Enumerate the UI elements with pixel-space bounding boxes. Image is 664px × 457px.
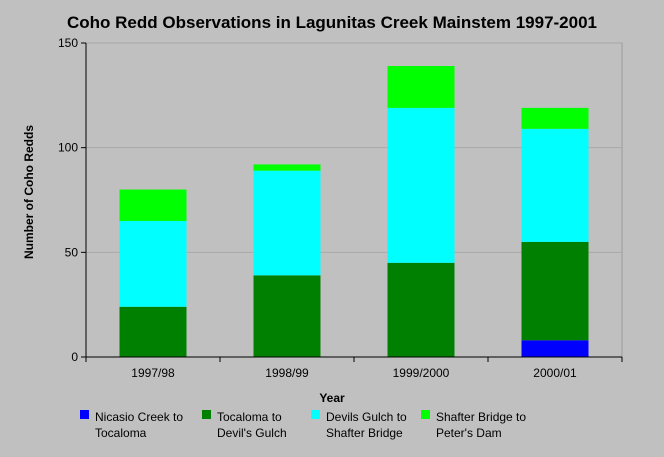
y-tick-label: 100 — [58, 141, 78, 155]
bar-segment — [521, 107, 589, 129]
y-tick-label: 0 — [71, 350, 78, 364]
bar-segment — [119, 306, 187, 357]
bar-segment — [119, 220, 187, 307]
bar-segment — [387, 107, 455, 263]
legend-label: Devils Gulch to — [326, 410, 407, 424]
legend-label: Shafter Bridge to — [436, 410, 526, 424]
y-ticks: 0 50 100 150 — [58, 36, 86, 364]
y-tick-label: 150 — [58, 36, 78, 50]
bar-segment — [119, 189, 187, 221]
y-tick-label: 50 — [65, 245, 79, 259]
legend-label: Devil's Gulch — [217, 426, 287, 440]
bar-segment — [387, 262, 455, 357]
legend-label: Peter's Dam — [436, 426, 502, 440]
bar-segment — [253, 275, 321, 357]
legend-swatch — [311, 410, 320, 419]
legend-label: Tocaloma to — [217, 410, 282, 424]
x-axis-title: Year — [319, 391, 345, 405]
legend: Nicasio Creek to Tocaloma Tocaloma to Devil… — [80, 410, 526, 440]
legend-swatch — [202, 410, 211, 419]
y-axis-title: Number of Coho Redds — [22, 125, 36, 259]
bar-segment — [521, 340, 589, 357]
legend-swatch — [80, 410, 89, 419]
legend-label: Nicasio Creek to — [95, 410, 183, 424]
x-tick-label: 2000/01 — [533, 366, 577, 380]
x-ticks: 1997/98 1998/99 1999/2000 2000/01 — [85, 357, 623, 380]
x-tick-label: 1997/98 — [131, 366, 175, 380]
x-tick-label: 1999/2000 — [393, 366, 450, 380]
bar-segment — [253, 170, 321, 276]
bar-segment — [521, 241, 589, 341]
x-tick-label: 1998/99 — [265, 366, 309, 380]
bar-segment — [253, 164, 321, 171]
legend-label: Shafter Bridge — [326, 426, 403, 440]
legend-swatch — [421, 410, 430, 419]
bar-segment — [521, 128, 589, 242]
bars — [119, 66, 589, 357]
legend-label: Tocaloma — [95, 426, 147, 440]
chart-title: Coho Redd Observations in Lagunitas Cree… — [67, 13, 597, 32]
bar-segment — [387, 66, 455, 108]
